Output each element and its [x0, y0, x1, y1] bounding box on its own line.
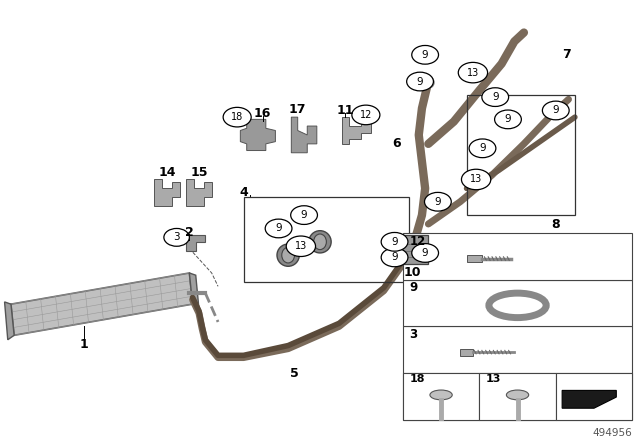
Bar	[399, 235, 428, 264]
Text: 9: 9	[391, 237, 398, 247]
Text: 12: 12	[360, 110, 372, 120]
Bar	[467, 255, 483, 262]
Circle shape	[482, 88, 509, 107]
Text: 13: 13	[467, 68, 479, 78]
Text: 9: 9	[422, 50, 428, 60]
Text: 14: 14	[158, 166, 176, 179]
Circle shape	[495, 110, 522, 129]
Bar	[467, 95, 575, 215]
Text: 9: 9	[422, 248, 428, 258]
Text: 9: 9	[552, 105, 559, 116]
Text: 6: 6	[392, 138, 401, 151]
Text: 3: 3	[409, 328, 417, 341]
Text: 9: 9	[391, 252, 398, 263]
Bar	[556, 373, 632, 420]
Polygon shape	[4, 302, 14, 340]
Text: 9: 9	[505, 114, 511, 125]
Polygon shape	[11, 273, 193, 335]
Ellipse shape	[506, 390, 529, 400]
Polygon shape	[186, 180, 212, 206]
Text: 1: 1	[80, 338, 88, 351]
Circle shape	[406, 72, 433, 91]
Text: 17: 17	[289, 103, 307, 116]
Ellipse shape	[277, 244, 300, 266]
Ellipse shape	[314, 234, 326, 250]
Circle shape	[424, 192, 451, 211]
Circle shape	[461, 169, 491, 190]
Circle shape	[542, 101, 569, 120]
Ellipse shape	[282, 247, 294, 263]
Text: 9: 9	[492, 92, 499, 102]
Circle shape	[265, 219, 292, 238]
Circle shape	[458, 62, 488, 83]
Circle shape	[412, 45, 438, 64]
Circle shape	[352, 105, 380, 125]
Text: 7: 7	[562, 48, 571, 61]
Text: 13: 13	[295, 241, 307, 251]
Polygon shape	[186, 235, 205, 251]
Text: 12: 12	[409, 235, 426, 248]
Bar	[403, 280, 632, 327]
Text: 9: 9	[417, 77, 423, 86]
Ellipse shape	[430, 390, 452, 400]
Text: 3: 3	[173, 233, 180, 242]
Bar	[244, 197, 409, 282]
Text: 5: 5	[290, 366, 299, 379]
Bar	[403, 233, 632, 280]
Bar	[403, 327, 632, 373]
Bar	[460, 349, 473, 356]
Text: 9: 9	[409, 281, 417, 294]
Bar	[479, 373, 556, 420]
Bar	[403, 373, 479, 420]
Text: 10: 10	[404, 267, 421, 280]
Circle shape	[164, 228, 189, 246]
Text: 11: 11	[337, 104, 354, 117]
Text: 13: 13	[470, 174, 483, 185]
Circle shape	[381, 233, 408, 251]
Text: 9: 9	[479, 143, 486, 153]
Polygon shape	[241, 119, 275, 151]
Text: 13: 13	[486, 374, 501, 383]
Polygon shape	[154, 180, 180, 206]
Text: 9: 9	[301, 210, 307, 220]
Text: 18: 18	[409, 374, 425, 383]
Circle shape	[223, 108, 251, 127]
Text: 9: 9	[275, 224, 282, 233]
Ellipse shape	[499, 299, 537, 312]
Polygon shape	[342, 117, 371, 144]
Circle shape	[469, 139, 496, 158]
Circle shape	[412, 244, 438, 262]
Text: 4: 4	[239, 186, 248, 199]
Polygon shape	[291, 117, 317, 153]
Polygon shape	[189, 273, 199, 309]
Polygon shape	[562, 390, 616, 408]
Ellipse shape	[309, 231, 331, 253]
Circle shape	[286, 236, 316, 257]
Text: 16: 16	[254, 107, 271, 120]
Text: 9: 9	[435, 197, 441, 207]
Text: 15: 15	[190, 166, 207, 179]
Text: 8: 8	[552, 217, 560, 231]
Circle shape	[291, 206, 317, 224]
Text: 2: 2	[185, 225, 194, 238]
Text: 494956: 494956	[593, 428, 632, 438]
Bar	[403, 373, 632, 420]
Circle shape	[381, 248, 408, 267]
Text: 18: 18	[231, 112, 243, 122]
